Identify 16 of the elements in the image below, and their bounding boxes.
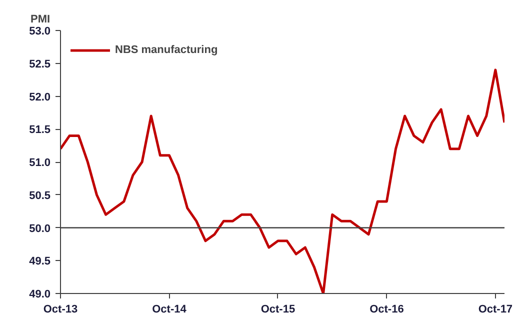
legend-label: NBS manufacturing: [115, 44, 218, 56]
x-tick-label: Oct-13: [43, 304, 78, 316]
y-tick-label: 52.0: [29, 91, 51, 104]
x-tick-label: Oct-17: [478, 304, 513, 316]
y-tick-label: 51.5: [29, 124, 51, 136]
y-tick-label: 50.5: [29, 190, 51, 202]
x-tick-label: Oct-14: [152, 304, 188, 316]
y-tick-label: 49.5: [29, 256, 51, 268]
y-tick-label: 50.0: [29, 222, 51, 235]
x-tick-label: Oct-16: [370, 304, 404, 316]
y-tick-label: 51.0: [29, 157, 51, 169]
x-tick-label: Oct-15: [260, 304, 296, 316]
y-tick-label: 52.5: [29, 58, 51, 70]
y-tick-label: 53.0: [29, 26, 51, 38]
y-tick-label: 49.0: [29, 288, 51, 300]
y-axis-title: PMI: [30, 14, 50, 26]
